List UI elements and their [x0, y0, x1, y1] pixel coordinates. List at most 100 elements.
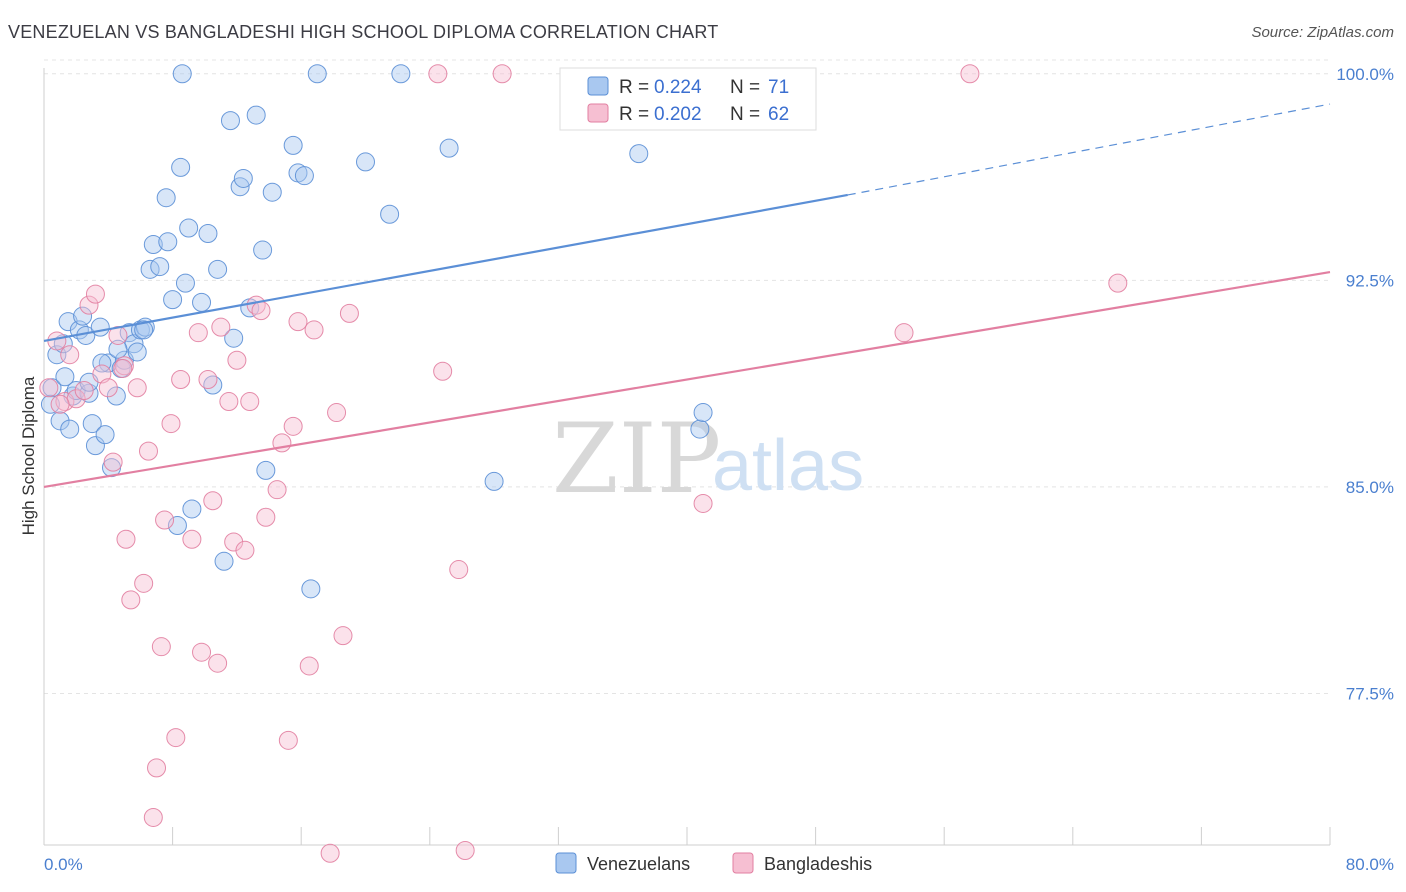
venezuelan-point-42 [220, 111, 240, 131]
venezuelan-point-38 [198, 224, 218, 244]
bangladeshi-point-34 [227, 350, 247, 370]
bangladeshi-point-49 [333, 626, 353, 646]
y-axis-label: High School Diploma [19, 376, 38, 535]
venezuelan-point-35 [179, 218, 199, 238]
bangladeshi-point-23 [166, 728, 186, 748]
venezuelan-trend-line-extension [847, 103, 1331, 196]
venezuelan-point-47 [246, 105, 266, 125]
bangladeshi-point-35 [235, 540, 255, 560]
bangladeshi-point-54 [455, 841, 475, 861]
bangladeshi-point-45 [299, 656, 319, 676]
bangladeshi-point-60 [50, 394, 70, 414]
bangladeshi-point-55 [492, 64, 512, 84]
x-tick-label-max: 80.0% [1346, 855, 1394, 874]
bangladeshi-point-39 [256, 507, 276, 527]
venezuelan-point-30 [158, 232, 178, 252]
legend-r-value-1: 0.224 [654, 77, 702, 98]
bangladeshi-point-31 [211, 317, 231, 337]
legend-n-label-2: N = [730, 104, 760, 125]
bangladeshi-point-6 [79, 295, 99, 315]
bottom-legend-bangladeshis: Bangladeshis [764, 854, 872, 874]
venezuelan-point-63 [693, 403, 713, 423]
bangladeshi-point-9 [98, 378, 118, 398]
venezuelan-point-9 [73, 306, 93, 326]
watermark-atlas: atlas [712, 426, 864, 506]
bangladeshi-point-38 [251, 301, 271, 321]
legend-swatch-bangladeshis [587, 103, 609, 123]
venezuelan-point-70 [108, 339, 128, 359]
bangladeshi-point-36 [240, 392, 260, 412]
venezuelan-point-15 [95, 425, 115, 445]
bangladeshi-point-21 [155, 510, 175, 530]
legend-n-value-2: 62 [768, 104, 789, 125]
bangladeshi-point-14 [121, 590, 141, 610]
bangladeshi-point-40 [267, 480, 287, 500]
venezuelan-point-67 [134, 320, 154, 340]
venezuelan-point-45 [233, 168, 253, 188]
venezuelan-point-59 [439, 138, 459, 158]
bangladeshi-point-5 [74, 381, 94, 401]
source-credit: Source: ZipAtlas.com [1251, 24, 1394, 41]
venezuelan-point-12 [82, 414, 102, 434]
legend-r-value-2: 0.202 [654, 104, 702, 125]
venezuelan-point-43 [224, 328, 244, 348]
bangladeshi-point-17 [138, 441, 158, 461]
bangladeshi-point-57 [894, 323, 914, 343]
venezuelan-point-31 [163, 290, 183, 310]
venezuelan-point-28 [150, 257, 170, 277]
bangladeshi-point-53 [449, 560, 469, 580]
bangladeshi-point-59 [1108, 273, 1128, 293]
bangladeshi-point-58 [960, 64, 980, 84]
venezuelan-point-36 [182, 499, 202, 519]
y-tick-label-0: 77.5% [1346, 685, 1394, 704]
venezuelan-point-55 [307, 64, 327, 84]
bangladeshi-point-15 [127, 378, 147, 398]
venezuelan-point-5 [60, 419, 80, 439]
venezuelan-point-69 [40, 394, 60, 414]
y-tick-label-1: 85.0% [1346, 478, 1394, 497]
bangladeshi-point-47 [320, 843, 340, 863]
venezuelan-point-37 [192, 292, 212, 312]
bangladeshi-point-29 [203, 491, 223, 511]
venezuelan-point-62 [690, 419, 710, 439]
bangladeshi-point-28 [198, 370, 218, 390]
venezuelan-point-53 [294, 166, 314, 186]
bangladeshi-point-52 [433, 361, 453, 381]
bangladeshi-point-46 [304, 320, 324, 340]
axes [43, 68, 1331, 846]
venezuelan-point-13 [85, 436, 105, 456]
venezuelan-point-2 [50, 411, 70, 431]
bangladeshi-point-42 [278, 730, 298, 750]
venezuelan-point-54 [301, 579, 321, 599]
bangladeshi-point-27 [192, 642, 212, 662]
venezuelan-point-50 [262, 182, 282, 202]
watermark-zip: ZIP [552, 403, 721, 515]
bangladeshi-point-19 [147, 758, 167, 778]
bangladeshi-point-0 [39, 378, 59, 398]
venezuelan-point-51 [283, 135, 303, 155]
bangladeshi-point-24 [171, 370, 191, 390]
bangladeshi-point-18 [143, 807, 163, 827]
venezuelan-point-40 [208, 259, 228, 279]
venezuelan-trend-line [43, 193, 848, 343]
bangladeshi-trend-line [43, 271, 1331, 489]
venezuelan-point-32 [167, 515, 187, 535]
bangladeshi-point-48 [327, 403, 347, 423]
venezuelan-point-14 [90, 317, 110, 337]
venezuelan-point-64 [172, 64, 192, 84]
bangladeshi-point-56 [693, 493, 713, 513]
venezuelan-point-23 [127, 342, 147, 362]
trend-lines [43, 103, 1331, 489]
venezuelan-point-48 [253, 240, 273, 260]
venezuelan-point-41 [214, 551, 234, 571]
y-tick-label-2: 92.5% [1346, 271, 1394, 290]
bangladeshi-point-51 [428, 64, 448, 84]
bangladeshi-point-10 [103, 452, 123, 472]
bangladeshi-point-43 [283, 416, 303, 436]
venezuelan-point-57 [380, 204, 400, 224]
venezuelan-point-61 [629, 144, 649, 164]
bottom-legend-venezuelans: Venezuelans [587, 854, 690, 874]
bottom-legend-swatch-bangladeshis [732, 852, 754, 874]
bangladeshi-point-20 [151, 637, 171, 657]
venezuelan-point-18 [106, 386, 126, 406]
